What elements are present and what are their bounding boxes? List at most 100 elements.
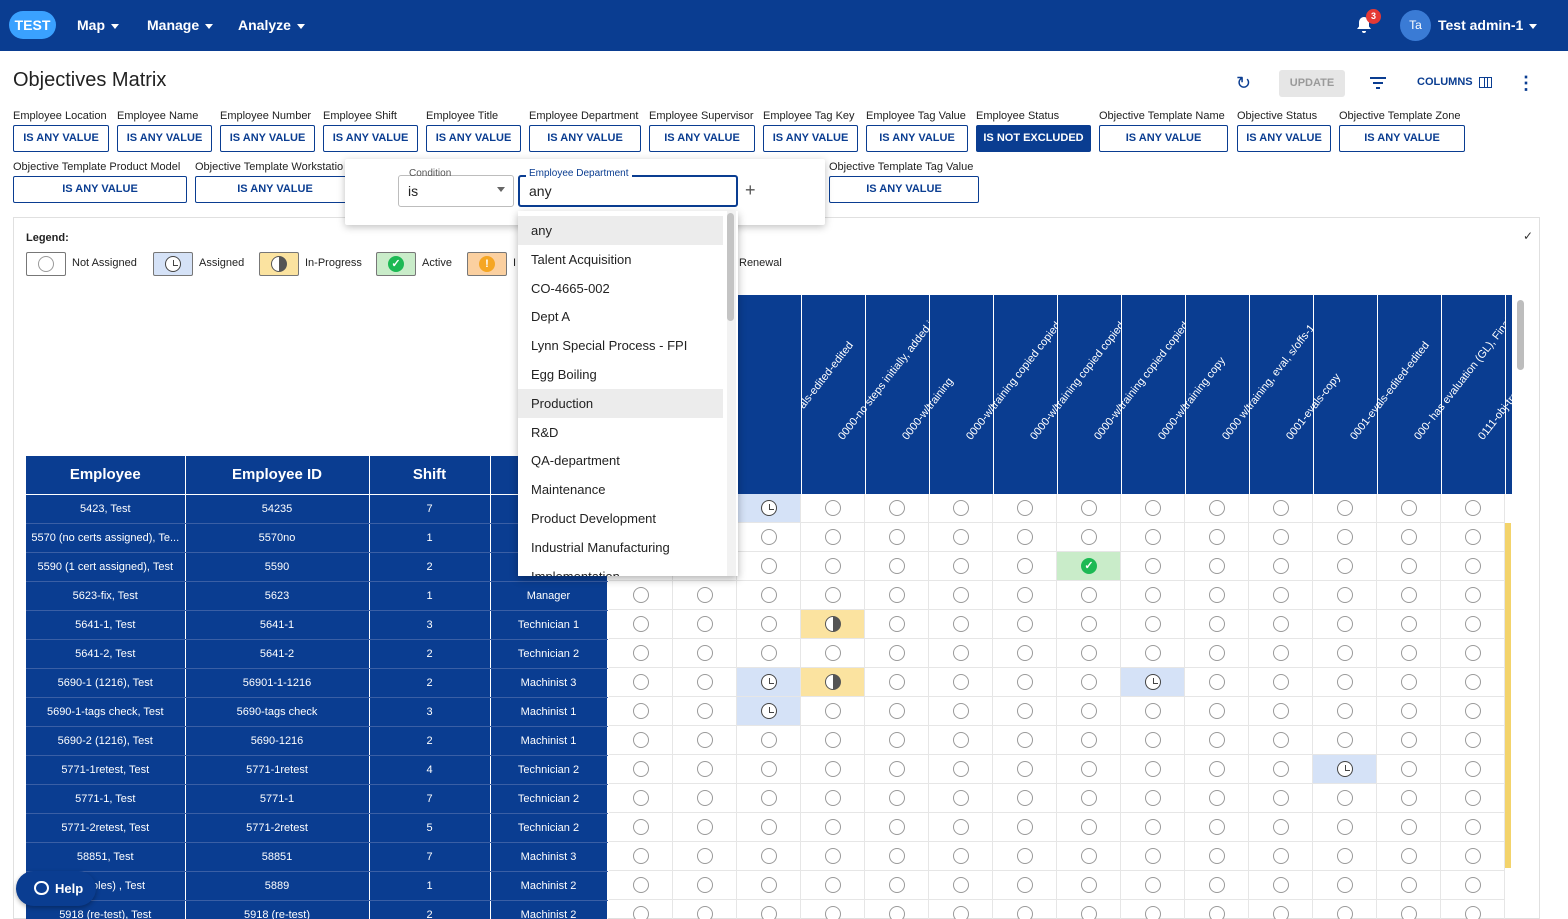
dropdown-option[interactable]: Product Development	[531, 511, 657, 526]
filter-employee-number[interactable]: IS ANY VALUE	[220, 125, 315, 152]
filter-employee-name[interactable]: IS ANY VALUE	[117, 125, 212, 152]
matrix-cell[interactable]	[1249, 610, 1313, 639]
check-icon[interactable]: ✓	[1523, 229, 1534, 243]
matrix-cell[interactable]	[737, 726, 801, 755]
matrix-cell[interactable]	[1441, 639, 1505, 668]
matrix-cell[interactable]	[1121, 726, 1185, 755]
matrix-cell[interactable]	[801, 900, 865, 919]
matrix-cell[interactable]	[1377, 900, 1441, 919]
matrix-cell[interactable]	[1057, 668, 1121, 697]
filter-objective-status[interactable]: IS ANY VALUE	[1237, 125, 1331, 152]
matrix-cell[interactable]	[801, 813, 865, 842]
matrix-cell[interactable]	[1249, 755, 1313, 784]
matrix-cell[interactable]	[1249, 842, 1313, 871]
matrix-cell[interactable]	[1057, 871, 1121, 900]
matrix-cell[interactable]	[929, 523, 993, 552]
matrix-cell[interactable]	[865, 581, 929, 610]
matrix-cell[interactable]	[1121, 639, 1185, 668]
matrix-cell[interactable]	[1185, 726, 1249, 755]
matrix-cell[interactable]	[1249, 813, 1313, 842]
app-logo[interactable]: TEST	[9, 11, 56, 39]
matrix-cell[interactable]	[737, 523, 801, 552]
matrix-cell[interactable]	[1121, 610, 1185, 639]
matrix-cell[interactable]	[737, 697, 801, 726]
matrix-cell[interactable]	[1441, 784, 1505, 813]
matrix-cell[interactable]	[1313, 697, 1377, 726]
objective-column-header[interactable]: 0001-evals-edited-edited	[1348, 295, 1442, 494]
matrix-cell[interactable]	[673, 581, 737, 610]
nav-manage[interactable]: Manage	[147, 17, 214, 33]
objective-column-header[interactable]: 0000-w/training	[900, 295, 994, 494]
matrix-cell[interactable]	[1441, 842, 1505, 871]
objective-column-header[interactable]: 0000-w/training copied copied (1)	[964, 295, 1074, 494]
matrix-cell[interactable]	[929, 697, 993, 726]
matrix-cell[interactable]	[1377, 726, 1441, 755]
matrix-cell[interactable]	[737, 813, 801, 842]
matrix-cell[interactable]	[993, 900, 1057, 919]
matrix-cell[interactable]	[609, 842, 673, 871]
matrix-cell[interactable]	[1441, 813, 1505, 842]
vertical-scrollbar[interactable]	[1517, 300, 1524, 370]
matrix-cell[interactable]	[1377, 494, 1441, 523]
matrix-cell[interactable]	[1313, 755, 1377, 784]
matrix-cell[interactable]	[1313, 900, 1377, 919]
matrix-cell[interactable]	[737, 668, 801, 697]
matrix-cell[interactable]	[1249, 494, 1313, 523]
user-menu[interactable]: Test admin-1	[1438, 17, 1538, 33]
columns-button[interactable]: COLUMNS	[1417, 76, 1492, 88]
dropdown-option[interactable]: QA-department	[531, 453, 620, 469]
matrix-cell[interactable]	[865, 813, 929, 842]
matrix-cell[interactable]	[1313, 726, 1377, 755]
filter-employee-title[interactable]: IS ANY VALUE	[426, 125, 521, 152]
matrix-cell[interactable]	[1121, 552, 1185, 581]
matrix-cell[interactable]	[1249, 552, 1313, 581]
matrix-cell[interactable]	[993, 639, 1057, 668]
matrix-cell[interactable]	[1249, 639, 1313, 668]
matrix-cell[interactable]	[1377, 784, 1441, 813]
matrix-cell[interactable]	[1121, 900, 1185, 919]
filter-employee-supervisor[interactable]: IS ANY VALUE	[649, 125, 755, 152]
matrix-cell[interactable]	[609, 726, 673, 755]
dropdown-option[interactable]: Talent Acquisition	[531, 251, 632, 267]
matrix-cell[interactable]	[993, 494, 1057, 523]
matrix-cell[interactable]	[1185, 523, 1249, 552]
matrix-cell[interactable]	[929, 610, 993, 639]
matrix-cell[interactable]	[673, 784, 737, 813]
matrix-cell[interactable]	[1185, 842, 1249, 871]
department-value-input[interactable]: any	[518, 175, 738, 207]
matrix-cell[interactable]	[929, 581, 993, 610]
matrix-cell[interactable]	[1057, 581, 1121, 610]
dropdown-scroll-thumb[interactable]	[727, 213, 734, 321]
matrix-cell[interactable]	[737, 581, 801, 610]
matrix-cell[interactable]	[929, 668, 993, 697]
matrix-cell[interactable]	[1185, 900, 1249, 919]
matrix-cell[interactable]	[609, 900, 673, 919]
matrix-cell[interactable]	[929, 842, 993, 871]
matrix-cell[interactable]	[993, 697, 1057, 726]
matrix-cell[interactable]	[1441, 755, 1505, 784]
filter-employee-location[interactable]: IS ANY VALUE	[13, 125, 109, 152]
dropdown-option[interactable]: CO-4665-002	[531, 280, 610, 296]
matrix-cell[interactable]	[1057, 784, 1121, 813]
matrix-cell[interactable]	[865, 755, 929, 784]
matrix-cell[interactable]	[673, 697, 737, 726]
matrix-cell[interactable]	[929, 871, 993, 900]
matrix-cell[interactable]	[801, 494, 865, 523]
matrix-cell[interactable]	[1249, 784, 1313, 813]
dropdown-option[interactable]: Production	[518, 388, 723, 418]
avatar[interactable]: Ta	[1400, 10, 1431, 41]
matrix-cell[interactable]	[1185, 697, 1249, 726]
matrix-cell[interactable]	[801, 697, 865, 726]
objective-column-header[interactable]: 0000-w/training copied copied (3)	[1092, 295, 1202, 494]
matrix-cell[interactable]	[801, 581, 865, 610]
matrix-cell[interactable]	[865, 784, 929, 813]
matrix-cell[interactable]	[865, 842, 929, 871]
matrix-cell[interactable]	[865, 639, 929, 668]
matrix-cell[interactable]	[993, 610, 1057, 639]
table-row[interactable]: 5771-1retest, Test 5771-1retest 4 Technicia…	[26, 755, 608, 785]
objective-column-header[interactable]: 0111-obj-trainer role corres assignee's …	[1476, 295, 1512, 494]
dropdown-scrollbar[interactable]	[727, 211, 736, 576]
dropdown-option[interactable]: Implementation	[518, 562, 723, 576]
filter-objective-template-tag-value[interactable]: IS ANY VALUE	[829, 176, 979, 203]
matrix-cell[interactable]	[1377, 668, 1441, 697]
